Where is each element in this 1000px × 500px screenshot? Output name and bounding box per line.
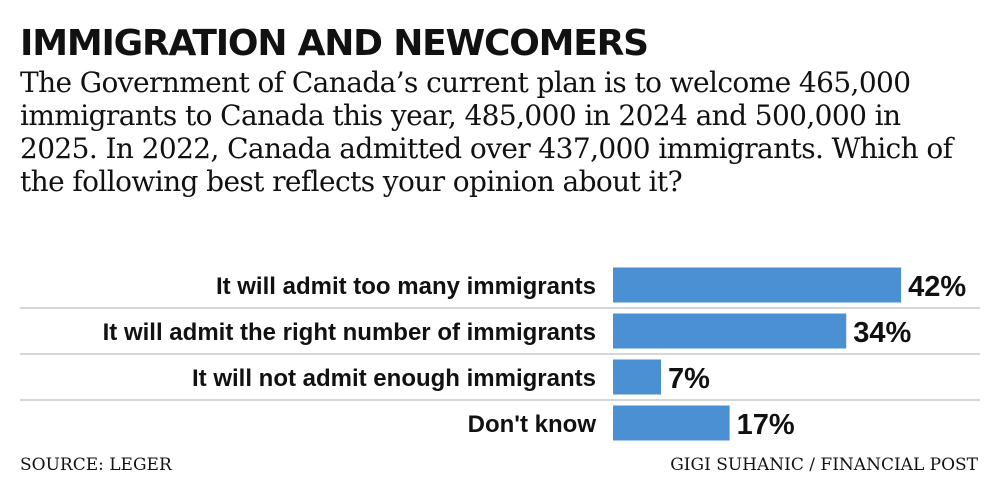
value-label: 7% <box>668 363 710 395</box>
category-label: It will admit too many immigrants <box>216 273 596 300</box>
survey-question: The Government of Canada’s current plan … <box>20 66 953 198</box>
category-label: Don't know <box>468 411 597 438</box>
value-label: 17% <box>737 409 795 441</box>
value-label: 34% <box>853 317 911 349</box>
source-note: SOURCE: LEGER <box>20 455 172 475</box>
bar <box>613 405 730 441</box>
bar <box>613 267 902 303</box>
category-label: It will not admit enough immigrants <box>192 365 596 392</box>
bar <box>613 313 847 349</box>
credit-note: GIGI SUHANIC / FINANCIAL POST <box>670 455 978 475</box>
category-label: It will admit the right number of immigr… <box>103 319 596 346</box>
value-label: 42% <box>908 271 966 303</box>
chart-title: IMMIGRATION AND NEWCOMERS <box>20 23 649 64</box>
bar <box>613 359 662 395</box>
